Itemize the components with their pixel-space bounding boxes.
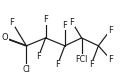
Text: FCl: FCl xyxy=(75,55,88,64)
Text: F: F xyxy=(89,60,94,69)
Text: Cl: Cl xyxy=(22,65,30,74)
Text: O: O xyxy=(1,33,8,42)
Text: F: F xyxy=(43,15,48,24)
Text: F: F xyxy=(62,21,67,30)
Text: F: F xyxy=(10,18,14,27)
Text: F: F xyxy=(55,60,60,69)
Text: F: F xyxy=(70,18,74,27)
Text: F: F xyxy=(108,26,113,35)
Text: F: F xyxy=(36,52,41,61)
Text: F: F xyxy=(108,55,113,64)
